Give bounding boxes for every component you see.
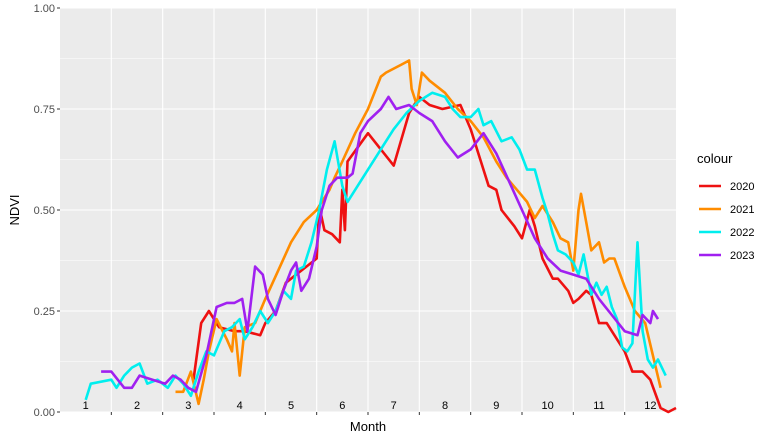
month-label: 3: [185, 400, 191, 412]
legend-label-2023: 2023: [730, 250, 754, 262]
month-label: 1: [83, 400, 89, 412]
series-line-2023: [101, 95, 660, 394]
y-tick-label: 0.25: [34, 306, 55, 318]
month-label: 5: [288, 400, 294, 412]
month-label: 7: [391, 400, 397, 412]
y-axis: 0.00 0.25 0.50 0.75 1.00: [34, 3, 60, 419]
month-label: 10: [542, 400, 554, 412]
month-labels: 1 2 3 4 5 6 7 8 9 10 11 12: [83, 400, 657, 412]
month-label: 8: [442, 400, 448, 412]
y-axis-title: NDVI: [7, 194, 22, 225]
month-label: 6: [339, 400, 345, 412]
legend-label-2020: 2020: [730, 181, 754, 193]
month-label: 11: [593, 400, 604, 412]
y-tick-label: 1.00: [34, 3, 55, 15]
series-line-2022: [84, 91, 667, 401]
x-axis-title: Month: [350, 419, 386, 434]
legend-label-2022: 2022: [730, 227, 754, 239]
month-label: 4: [237, 400, 243, 412]
y-tick-label: 0.50: [34, 205, 55, 217]
series-lines: [84, 59, 677, 414]
x-axis: [110, 412, 626, 415]
month-label: 12: [644, 400, 656, 412]
month-label: 2: [134, 400, 140, 412]
legend: colour 2020 2021 2022 2023: [697, 151, 754, 262]
month-label: 9: [493, 400, 499, 412]
legend-title: colour: [697, 151, 733, 166]
legend-label-2021: 2021: [730, 204, 754, 216]
y-tick-label: 0.00: [34, 407, 55, 419]
y-tick-label: 0.75: [34, 104, 55, 116]
